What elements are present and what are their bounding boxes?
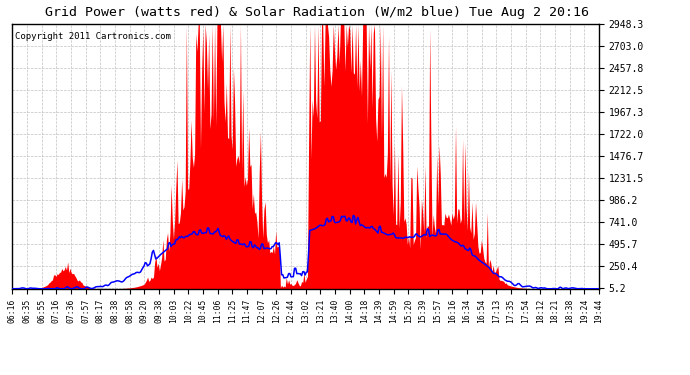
- Text: Grid Power (watts red) & Solar Radiation (W/m2 blue) Tue Aug 2 20:16: Grid Power (watts red) & Solar Radiation…: [46, 6, 589, 19]
- Text: Copyright 2011 Cartronics.com: Copyright 2011 Cartronics.com: [15, 32, 171, 41]
